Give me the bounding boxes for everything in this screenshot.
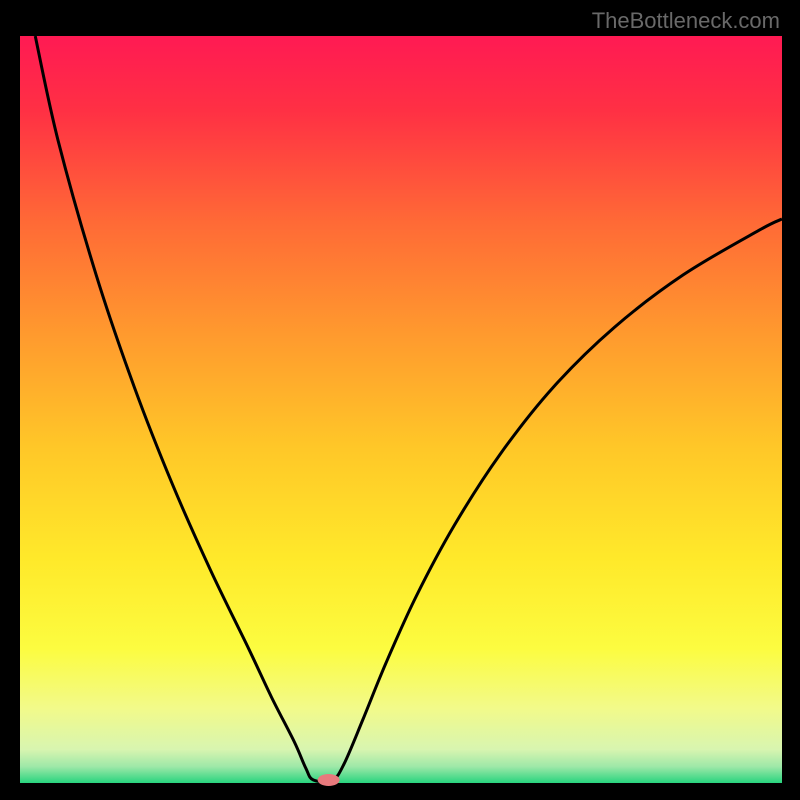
watermark: TheBottleneck.com: [592, 8, 780, 34]
min-marker: [318, 774, 340, 786]
chart-svg: [0, 0, 800, 800]
gradient-background: [20, 36, 782, 783]
chart-container: { "watermark": { "text": "TheBottleneck.…: [0, 0, 800, 800]
